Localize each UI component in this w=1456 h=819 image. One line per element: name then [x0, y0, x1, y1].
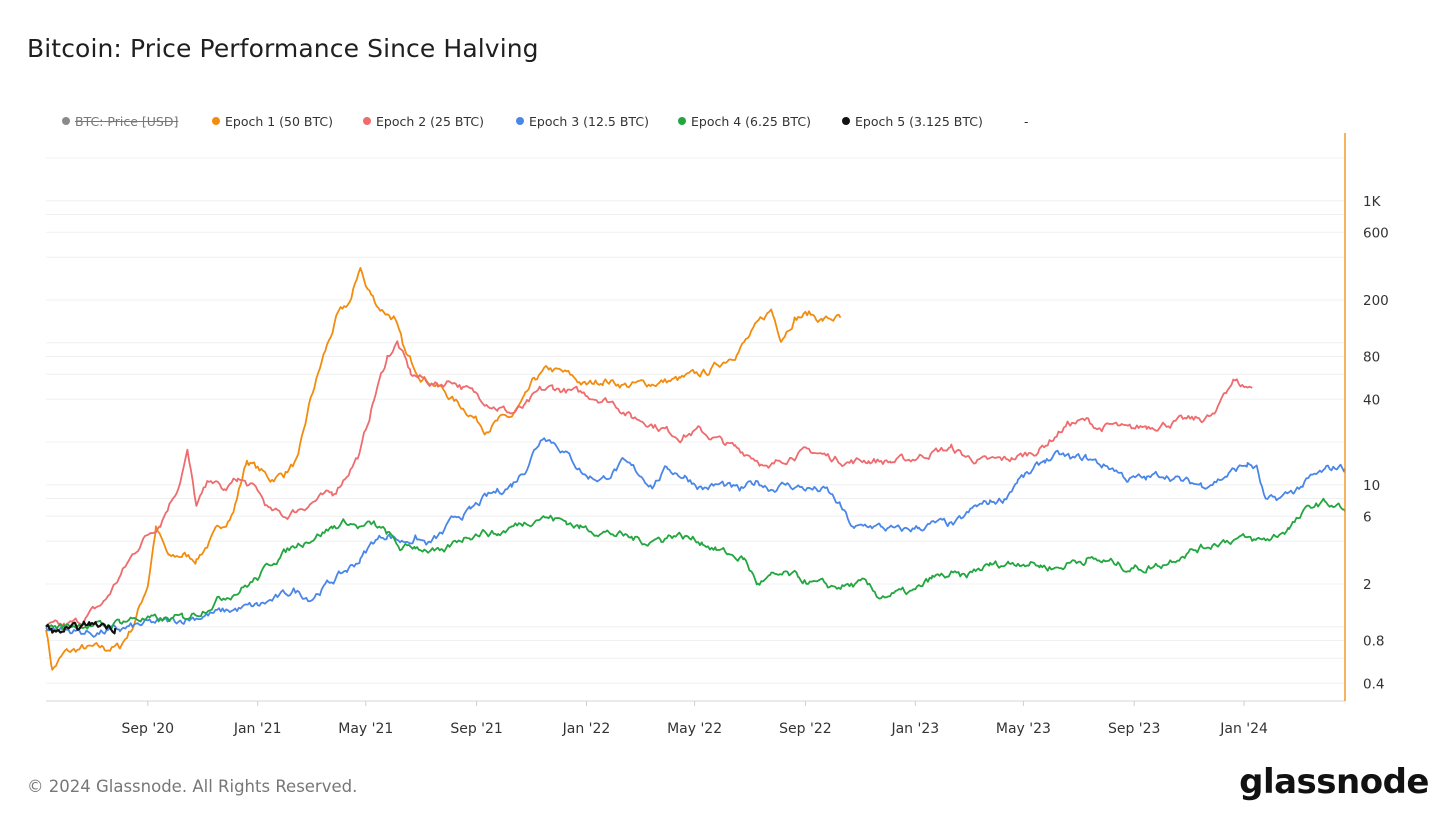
legend-item-epoch-2[interactable]: Epoch 2 (25 BTC)	[363, 114, 516, 129]
legend-dot	[678, 117, 686, 125]
series-line-1	[45, 267, 842, 671]
y-tick-label: 0.8	[1363, 634, 1384, 650]
y-tick-label: 200	[1363, 293, 1389, 309]
y-tick-label: 10	[1363, 478, 1380, 494]
x-tick-label: May '22	[667, 721, 722, 737]
copyright: © 2024 Glassnode. All Rights Reserved.	[27, 777, 358, 796]
series-group	[45, 267, 1346, 671]
x-tick-label: Jan '21	[233, 721, 282, 737]
y-tick-label: 80	[1363, 350, 1380, 366]
grid	[46, 157, 1345, 684]
legend-dot	[212, 117, 220, 125]
legend-label: Epoch 5 (3.125 BTC)	[855, 113, 983, 129]
series-line-2	[45, 340, 1253, 628]
y-tick-label: 600	[1363, 225, 1389, 241]
x-tick-label: Jan '24	[1219, 721, 1268, 737]
page-title: Bitcoin: Price Performance Since Halving	[27, 34, 539, 63]
legend-item-epoch-3[interactable]: Epoch 3 (12.5 BTC)	[516, 114, 678, 129]
x-tick-label: Sep '22	[779, 721, 832, 737]
legend-item-btc-price[interactable]: BTC: Price [USD]	[62, 114, 212, 129]
x-tick-label: May '23	[996, 721, 1051, 737]
legend: BTC: Price [USD] Epoch 1 (50 BTC) Epoch …	[62, 112, 1029, 130]
legend-item-epoch-4[interactable]: Epoch 4 (6.25 BTC)	[678, 114, 842, 129]
series-line-3	[45, 437, 1346, 638]
legend-dot	[842, 117, 850, 125]
legend-label: Epoch 1 (50 BTC)	[225, 113, 334, 129]
legend-label: Epoch 4 (6.25 BTC)	[691, 113, 811, 129]
x-tick-label: Sep '23	[1108, 721, 1161, 737]
legend-label: Epoch 2 (25 BTC)	[376, 113, 485, 129]
x-tick-label: Jan '23	[890, 721, 939, 737]
y-tick-label: 1K	[1363, 194, 1382, 210]
legend-item-extra[interactable]: -	[1024, 114, 1029, 129]
x-tick-label: Sep '21	[450, 721, 503, 737]
brand-logo[interactable]: glassnode	[1239, 762, 1429, 802]
y-tick-label: 6	[1363, 509, 1372, 525]
legend-label: Epoch 3 (12.5 BTC)	[529, 113, 649, 129]
x-tick-label: May '21	[338, 721, 393, 737]
legend-dot	[363, 117, 371, 125]
x-axis: Sep '20 Jan '21 May '21 Sep '21 Jan '22 May '…	[122, 701, 1268, 737]
legend-dot	[516, 117, 524, 125]
series-line-5	[45, 620, 117, 635]
y-tick-label: 40	[1363, 392, 1380, 408]
legend-item-epoch-5[interactable]: Epoch 5 (3.125 BTC)	[842, 114, 1024, 129]
legend-dot	[62, 117, 70, 125]
legend-label: BTC: Price [USD]	[75, 113, 179, 129]
y-tick-label: 0.4	[1363, 676, 1384, 692]
y-tick-label: 2	[1363, 577, 1372, 593]
series-line-4	[45, 497, 1346, 630]
y-axis: 0.4 0.8 2 6 10 40 80 200 600 1K	[1363, 194, 1389, 693]
legend-trailing: -	[1024, 113, 1029, 129]
x-tick-label: Sep '20	[122, 721, 175, 737]
x-tick-label: Jan '22	[562, 721, 611, 737]
legend-item-epoch-1[interactable]: Epoch 1 (50 BTC)	[212, 114, 363, 129]
